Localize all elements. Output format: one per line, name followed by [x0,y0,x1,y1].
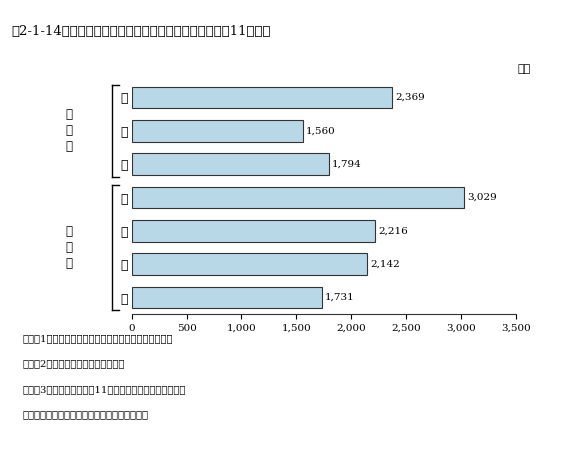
Bar [132,220,375,242]
Bar [132,187,464,208]
Text: 第2-1-14図　大学等の研究者１人当たりの研究費（平成11年度）: 第2-1-14図 大学等の研究者１人当たりの研究費（平成11年度） [11,25,271,38]
Text: 2,216: 2,216 [378,226,408,235]
Text: 1,731: 1,731 [325,293,355,302]
Text: 資料：総務省統計局「科学技術研究調査報告」: 資料：総務省統計局「科学技術研究調査報告」 [23,410,149,419]
Bar [132,87,391,108]
Text: 2．自然科学のみの値である。: 2．自然科学のみの値である。 [23,360,125,369]
Text: 3．研究者数は平成11年４月１日現在の値である。: 3．研究者数は平成11年４月１日現在の値である。 [23,385,186,394]
Bar [132,253,367,275]
Text: 3,029: 3,029 [468,193,497,202]
Text: 組
織
別: 組 織 別 [65,108,72,154]
Text: （万: （万 [517,64,531,74]
Text: 1,560: 1,560 [306,126,336,135]
Bar [132,287,321,308]
Text: 1,794: 1,794 [332,160,362,169]
Text: 2,142: 2,142 [370,260,400,269]
Text: 専
門
別: 専 門 別 [65,225,72,270]
Bar [132,120,303,142]
Text: 2,369: 2,369 [395,93,425,102]
Text: 注）　1．研究本務者のうち、教員のみの数値である。: 注） 1．研究本務者のうち、教員のみの数値である。 [23,335,174,343]
Bar [132,154,328,175]
